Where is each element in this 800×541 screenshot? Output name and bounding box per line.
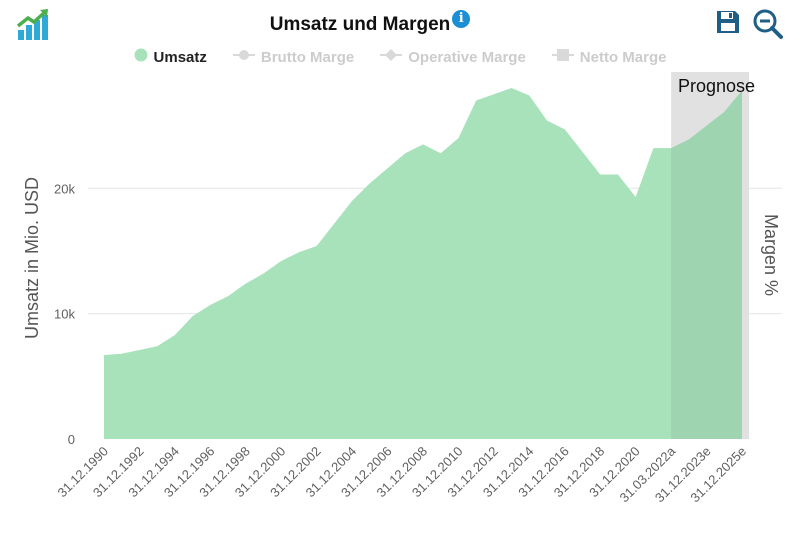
forecast-label: Prognose <box>678 76 755 96</box>
zoom-out-icon[interactable] <box>752 8 784 45</box>
legend-label: Brutto Marge <box>260 48 355 66</box>
legend-item-brutto-marge[interactable]: Brutto Marge <box>232 48 355 66</box>
line-circle-icon <box>232 48 255 66</box>
y-tick-label: 10k <box>54 307 75 322</box>
save-icon[interactable] <box>714 8 742 41</box>
chart-title-text: Umsatz und Margen <box>269 14 451 35</box>
chart-title: Umsatz und Margen i <box>0 10 740 36</box>
umsatz-area[interactable] <box>104 88 742 439</box>
legend-item-operative-marge[interactable]: Operative Marge <box>380 48 526 66</box>
y-axis-ticks: 0 10k 20k <box>54 181 75 447</box>
info-icon[interactable]: i <box>452 10 471 28</box>
y2-axis-title: Margen % <box>761 214 781 296</box>
square-icon <box>551 48 574 66</box>
growth-chart-icon[interactable] <box>16 6 50 42</box>
legend-label: Umsatz <box>153 48 207 66</box>
line-diamond-icon <box>380 48 403 66</box>
y-axis-title: Umsatz in Mio. USD <box>22 177 42 339</box>
legend: Umsatz Brutto Marge Operative Marge Nett… <box>0 48 800 66</box>
legend-item-umsatz[interactable]: Umsatz <box>134 48 207 66</box>
legend-item-netto-marge[interactable]: Netto Marge <box>551 48 667 66</box>
legend-label: Netto Marge <box>579 48 667 66</box>
circle-icon <box>134 48 148 66</box>
forecast-overlay <box>671 72 750 439</box>
x-axis-ticks: 31.12.199031.12.199231.12.199431.12.1996… <box>54 443 749 505</box>
y-tick-label: 0 <box>68 432 75 447</box>
legend-label: Operative Marge <box>408 48 526 66</box>
y-tick-label: 20k <box>54 181 75 196</box>
